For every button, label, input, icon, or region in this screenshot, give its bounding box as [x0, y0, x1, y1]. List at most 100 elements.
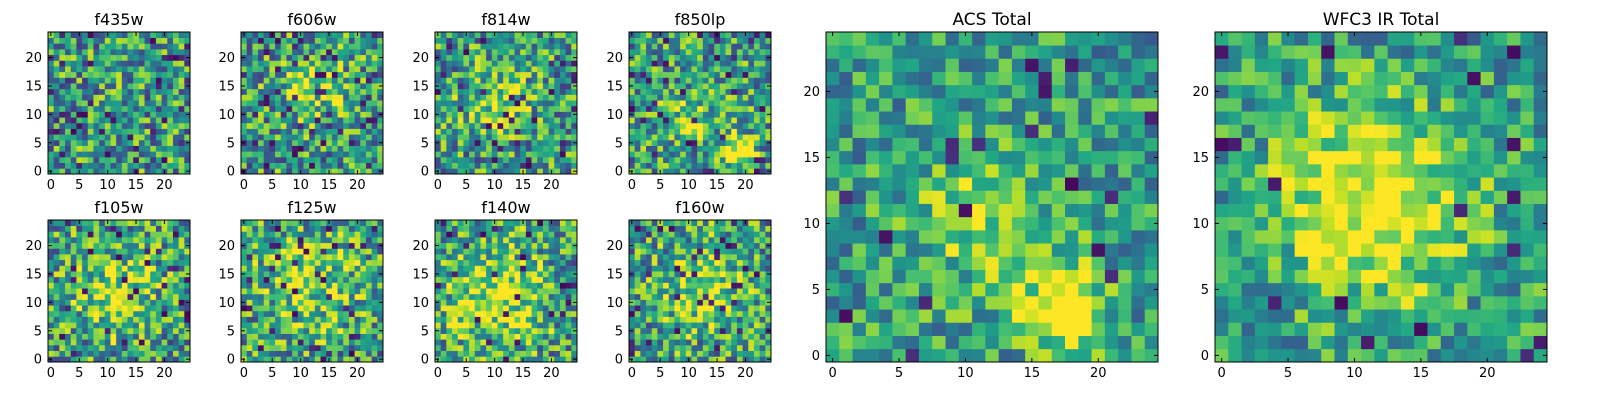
heatmap-cell [150, 310, 157, 317]
heatmap-cell [691, 122, 698, 129]
heatmap-cell [127, 254, 134, 261]
heatmap-cell [252, 168, 259, 175]
heatmap-cell [514, 111, 521, 118]
heatmap-cell [691, 60, 698, 67]
heatmap-cell [531, 316, 538, 323]
heatmap-cell [138, 356, 145, 363]
x-tick-label: 5 [462, 178, 470, 193]
heatmap-cell [155, 134, 162, 141]
heatmap-cell [629, 71, 636, 78]
heatmap-cell [76, 111, 83, 118]
heatmap-cell [680, 88, 687, 95]
heatmap-cell [503, 60, 510, 67]
heatmap-cell [565, 293, 572, 300]
heatmap-cell [93, 94, 100, 101]
heatmap-cell [252, 32, 259, 39]
heatmap-cell [178, 237, 185, 244]
heatmap-cell [708, 310, 715, 317]
heatmap-cell [127, 356, 134, 363]
heatmap-cell [508, 333, 515, 340]
heatmap-cell [269, 248, 276, 255]
heatmap-cell [280, 156, 287, 163]
x-tick-label: 20 [156, 366, 173, 381]
heatmap-cell [65, 128, 72, 135]
heatmap-cell [138, 327, 145, 334]
heatmap-cell [480, 293, 487, 300]
heatmap-cell [491, 310, 498, 317]
heatmap-cell [371, 276, 378, 283]
heatmap-cell [753, 151, 760, 158]
heatmap-cell [697, 105, 704, 112]
heatmap-cell [463, 71, 470, 78]
heatmap-cell [286, 49, 293, 56]
heatmap-cell [343, 60, 350, 67]
heatmap-cell [297, 282, 304, 289]
heatmap-cell [714, 105, 721, 112]
heatmap-cell [531, 322, 538, 329]
heatmap-cell [759, 282, 766, 289]
heatmap-cell [252, 60, 259, 67]
heatmap-cell [759, 333, 766, 340]
heatmap-cell [354, 162, 361, 169]
heatmap-cell [457, 344, 464, 351]
heatmap-cell [554, 162, 561, 169]
heatmap-cell [48, 145, 55, 152]
heatmap-cell [497, 43, 504, 50]
heatmap-cell [446, 282, 453, 289]
heatmap-cell [53, 339, 60, 346]
heatmap-cell [104, 156, 111, 163]
heatmap-cell [537, 32, 544, 39]
heatmap-cell [469, 100, 476, 107]
heatmap-cell [82, 134, 89, 141]
heatmap-cell [314, 293, 321, 300]
heatmap-cell [554, 310, 561, 317]
heatmap-cell [127, 293, 134, 300]
heatmap-cell [559, 344, 566, 351]
heatmap-cell [491, 117, 498, 124]
heatmap-cell [674, 71, 681, 78]
heatmap-cell [184, 49, 191, 56]
heatmap-cell [263, 111, 270, 118]
heatmap-cell [167, 105, 174, 112]
heatmap-cell [548, 339, 555, 346]
heatmap-cell [508, 105, 515, 112]
heatmap-cell [138, 77, 145, 84]
heatmap-cell [155, 32, 162, 39]
heatmap-cell [537, 66, 544, 73]
heatmap-cell [474, 83, 481, 90]
heatmap-cell [275, 60, 282, 67]
heatmap-cell [708, 83, 715, 90]
heatmap-cell [474, 344, 481, 351]
heatmap-cell [651, 128, 658, 135]
heatmap-cell [525, 134, 532, 141]
y-tick-label: 10 [218, 108, 235, 123]
heatmap-cell [275, 105, 282, 112]
heatmap-cell [537, 156, 544, 163]
heatmap-cell [343, 271, 350, 278]
heatmap-cell [474, 237, 481, 244]
heatmap-cell [520, 282, 527, 289]
heatmap-cell [469, 128, 476, 135]
heatmap-cell [144, 248, 151, 255]
heatmap-cell [252, 111, 259, 118]
heatmap-cell [110, 237, 117, 244]
heatmap-cell [446, 288, 453, 295]
x-tick-label: 0 [628, 178, 636, 193]
heatmap-cell [452, 265, 459, 272]
heatmap-cell [99, 128, 106, 135]
heatmap-cell [184, 282, 191, 289]
heatmap-cell [65, 322, 72, 329]
heatmap-cell [320, 327, 327, 334]
heatmap-cell [748, 162, 755, 169]
heatmap-cell [127, 122, 134, 129]
heatmap-cell [59, 248, 66, 255]
heatmap-cell [309, 339, 316, 346]
heatmap-cell [76, 128, 83, 135]
heatmap-cell [161, 333, 168, 340]
heatmap-cell [269, 139, 276, 146]
heatmap-cell [640, 128, 647, 135]
heatmap-cell [731, 66, 738, 73]
heatmap-cell [252, 83, 259, 90]
heatmap-cell [59, 100, 66, 107]
heatmap-cell [452, 105, 459, 112]
